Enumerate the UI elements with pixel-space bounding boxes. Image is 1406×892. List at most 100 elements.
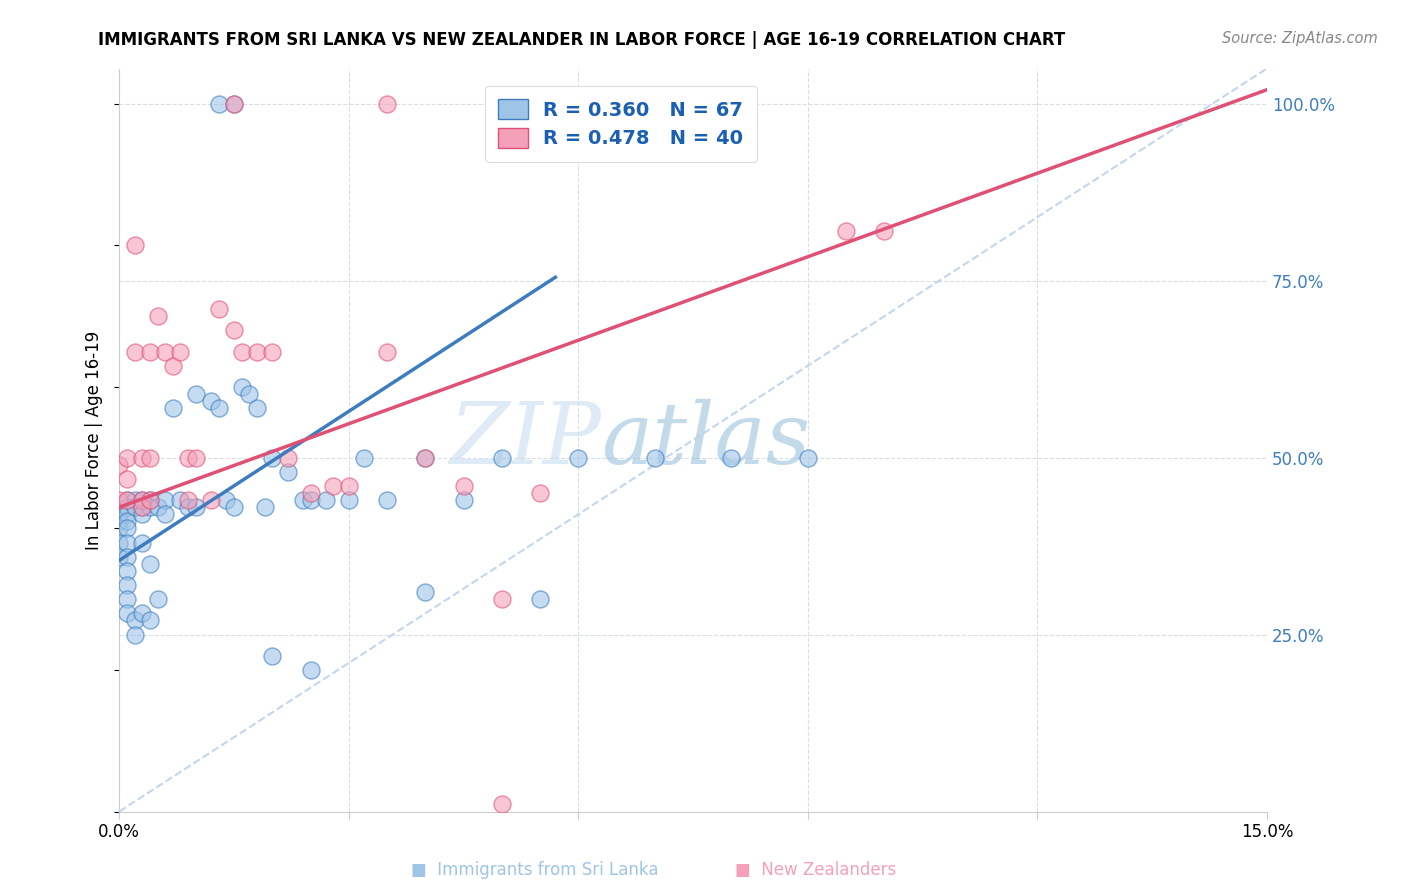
- Point: [277, 450, 299, 465]
- Point: [215, 493, 238, 508]
- Point: [644, 450, 666, 465]
- Point: [375, 96, 398, 111]
- Y-axis label: In Labor Force | Age 16-19: In Labor Force | Age 16-19: [86, 330, 103, 549]
- Point: [873, 224, 896, 238]
- Point: [146, 500, 169, 515]
- Point: [124, 238, 146, 252]
- Point: [322, 479, 344, 493]
- Point: [222, 96, 245, 111]
- Text: IMMIGRANTS FROM SRI LANKA VS NEW ZEALANDER IN LABOR FORCE | AGE 16-19 CORRELATIO: IMMIGRANTS FROM SRI LANKA VS NEW ZEALAND…: [98, 31, 1066, 49]
- Point: [115, 578, 138, 592]
- Point: [115, 521, 138, 535]
- Point: [491, 797, 513, 812]
- Point: [131, 500, 153, 515]
- Point: [115, 535, 138, 549]
- Point: [115, 450, 138, 465]
- Point: [131, 450, 153, 465]
- Point: [222, 323, 245, 337]
- Point: [139, 493, 162, 508]
- Point: [124, 500, 146, 515]
- Point: [299, 663, 322, 677]
- Point: [108, 515, 131, 529]
- Text: ZIP: ZIP: [450, 399, 602, 482]
- Text: ■  New Zealanders: ■ New Zealanders: [735, 861, 896, 879]
- Point: [413, 450, 436, 465]
- Text: ■  Immigrants from Sri Lanka: ■ Immigrants from Sri Lanka: [411, 861, 658, 879]
- Point: [184, 387, 207, 401]
- Point: [108, 508, 131, 522]
- Point: [315, 493, 337, 508]
- Point: [177, 500, 200, 515]
- Point: [299, 486, 322, 500]
- Point: [246, 344, 269, 359]
- Point: [115, 549, 138, 564]
- Point: [184, 500, 207, 515]
- Point: [115, 592, 138, 607]
- Point: [162, 401, 184, 416]
- Text: Source: ZipAtlas.com: Source: ZipAtlas.com: [1222, 31, 1378, 46]
- Point: [153, 493, 176, 508]
- Point: [131, 535, 153, 549]
- Point: [246, 401, 269, 416]
- Point: [139, 557, 162, 571]
- Point: [262, 344, 284, 359]
- Point: [169, 493, 191, 508]
- Point: [375, 493, 398, 508]
- Point: [124, 344, 146, 359]
- Point: [208, 401, 231, 416]
- Point: [131, 493, 153, 508]
- Point: [124, 627, 146, 641]
- Legend: R = 0.360   N = 67, R = 0.478   N = 40: R = 0.360 N = 67, R = 0.478 N = 40: [485, 86, 756, 161]
- Point: [115, 493, 138, 508]
- Point: [177, 450, 200, 465]
- Point: [115, 515, 138, 529]
- Point: [208, 302, 231, 317]
- Point: [299, 493, 322, 508]
- Point: [139, 344, 162, 359]
- Point: [277, 465, 299, 479]
- Point: [253, 500, 276, 515]
- Point: [797, 450, 820, 465]
- Point: [124, 493, 146, 508]
- Point: [108, 493, 131, 508]
- Point: [139, 450, 162, 465]
- Point: [375, 344, 398, 359]
- Point: [337, 493, 360, 508]
- Point: [453, 493, 475, 508]
- Point: [115, 607, 138, 621]
- Point: [115, 564, 138, 578]
- Point: [131, 508, 153, 522]
- Point: [131, 493, 153, 508]
- Point: [262, 648, 284, 663]
- Point: [453, 479, 475, 493]
- Point: [162, 359, 184, 373]
- Point: [153, 344, 176, 359]
- Point: [222, 96, 245, 111]
- Point: [177, 493, 200, 508]
- Point: [169, 344, 191, 359]
- Point: [108, 458, 131, 472]
- Point: [337, 479, 360, 493]
- Point: [153, 508, 176, 522]
- Point: [115, 500, 138, 515]
- Point: [291, 493, 314, 508]
- Point: [529, 592, 551, 607]
- Point: [231, 380, 253, 394]
- Point: [115, 493, 138, 508]
- Point: [139, 493, 162, 508]
- Point: [720, 450, 742, 465]
- Point: [146, 309, 169, 323]
- Point: [146, 592, 169, 607]
- Point: [200, 394, 222, 409]
- Point: [208, 96, 231, 111]
- Point: [413, 450, 436, 465]
- Point: [529, 486, 551, 500]
- Point: [491, 450, 513, 465]
- Point: [222, 500, 245, 515]
- Point: [231, 344, 253, 359]
- Point: [108, 535, 131, 549]
- Point: [124, 614, 146, 628]
- Point: [353, 450, 375, 465]
- Point: [238, 387, 260, 401]
- Point: [262, 450, 284, 465]
